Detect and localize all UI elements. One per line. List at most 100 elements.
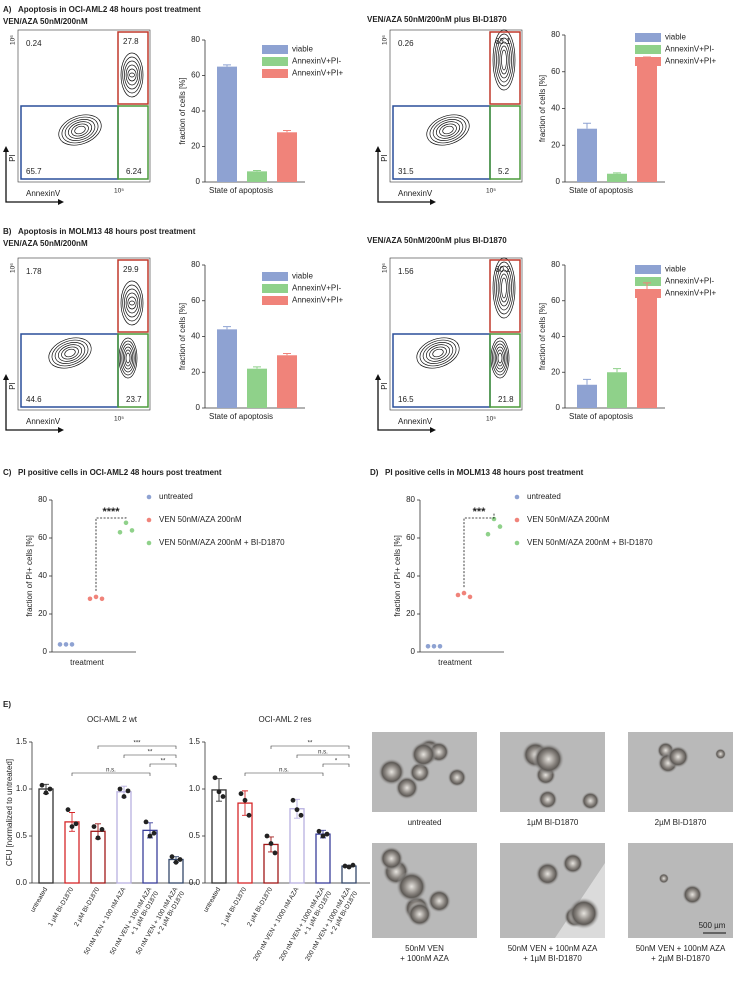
data-point (298, 812, 304, 818)
y-axis-label: fraction of cells [%] (178, 303, 187, 370)
colony (410, 741, 437, 768)
contour (439, 123, 457, 137)
colony (562, 852, 584, 875)
data-point (121, 794, 127, 799)
y-axis-label: fraction of PI+ cells [%] (25, 535, 34, 617)
y-tick-label: 20 (406, 609, 415, 618)
legend-label: viable (292, 272, 313, 281)
bar (577, 384, 597, 408)
y-tick-label: 0.5 (16, 831, 28, 840)
y-tick-label: 80 (191, 35, 200, 44)
significance-label: ** (161, 759, 166, 765)
contour (426, 114, 470, 146)
data-point (425, 644, 431, 649)
bar (289, 808, 305, 884)
y-axis-label-group: fraction of PI+ cells [%] (393, 535, 402, 617)
contour (432, 348, 444, 358)
y-tick-label: 20 (551, 367, 560, 376)
legend-swatch (635, 277, 661, 286)
bar (577, 128, 597, 182)
contour (496, 37, 512, 83)
x-tick-label: 200 nM VEN + 1000 nM AZA (252, 886, 300, 963)
contour (125, 352, 131, 364)
significance-bracket (463, 513, 495, 588)
x-axis-label: State of apoptosis (209, 186, 273, 195)
y-tick-label: 80 (191, 260, 200, 269)
arrow-head (58, 427, 64, 433)
contour (425, 344, 451, 362)
legend-swatch (262, 45, 288, 54)
significance-bracket (322, 763, 350, 767)
y-tick-label: 40 (191, 106, 200, 115)
data-point (57, 642, 63, 647)
y-axis-label-group: fraction of PI+ cells [%] (25, 535, 34, 617)
data-point (294, 807, 300, 813)
error-bar (283, 352, 291, 356)
axis-arrows (377, 376, 434, 431)
y-tick-label: 1.0 (16, 784, 28, 793)
micrograph-caption: + 1µM BI-D1870 (523, 954, 582, 963)
contour (494, 346, 506, 370)
colony (581, 791, 600, 811)
legend-label: VEN 50nM/AZA 200nM (159, 515, 242, 524)
bar (277, 355, 297, 408)
legend-marker (146, 494, 152, 500)
y-tick-label: 0 (43, 647, 48, 656)
legend-label: AnnexinV+PI+ (665, 57, 716, 66)
panel-label: D) (370, 468, 379, 477)
colony (658, 873, 669, 884)
error-bar (613, 368, 621, 373)
legend-swatch (635, 33, 661, 42)
contour (442, 125, 454, 135)
x-axis-label: State of apoptosis (209, 412, 273, 421)
legend-swatch (635, 45, 661, 54)
quadrant-value: 60.2 (495, 265, 511, 274)
colony (666, 745, 690, 768)
data-point (350, 862, 356, 868)
x-tick-label: 10⁵ (486, 188, 496, 195)
legend-label: AnnexinV+PI- (292, 284, 341, 293)
data-point (73, 821, 79, 827)
x-tick-label: 10⁵ (486, 416, 496, 423)
colony (395, 775, 419, 800)
quadrant-value: 23.7 (126, 395, 142, 404)
significance-bracket (71, 772, 151, 776)
y-tick-label: 60 (38, 533, 47, 542)
category-label-group: 200 nM VEN + 1000 nM AZA (252, 886, 300, 963)
colony (447, 767, 467, 787)
contour (501, 277, 507, 299)
bar (637, 62, 657, 182)
bar (211, 789, 227, 884)
contour (494, 33, 514, 87)
legend-marker (146, 517, 152, 523)
x-axis-label: treatment (70, 658, 105, 667)
y-axis-label-group: CFU [normalized to untreated] (5, 759, 14, 866)
legend-label: AnnexinV+PI- (292, 57, 341, 66)
category-label-group: 1 µM BI-D1870 (47, 886, 75, 928)
x-tick-label: 10⁵ (114, 188, 124, 195)
category-label-group: untreated (202, 886, 222, 914)
data-point (455, 592, 461, 598)
category-label-group: 2 µM BI-D1870 (73, 886, 101, 928)
y-tick-label: 40 (551, 332, 560, 341)
y-tick-label: 0 (196, 177, 201, 186)
bar (607, 372, 627, 408)
y-axis-label-group: fraction of cells [%] (538, 303, 547, 370)
scale-bar-label: 500 µm (699, 921, 726, 930)
arrow-head (58, 199, 64, 205)
contour (492, 257, 516, 319)
contour (120, 340, 136, 376)
colony (407, 901, 433, 927)
contour (497, 41, 511, 79)
panel-title: PI positive cells in OCI-AML2 48 hours p… (18, 468, 222, 477)
y-tick-label: 80 (38, 495, 47, 504)
legend-label: VEN 50nM/AZA 200nM + BI-D1870 (159, 538, 285, 547)
data-point (63, 642, 69, 647)
bar (116, 791, 132, 884)
data-point (99, 596, 105, 602)
contour (492, 29, 516, 91)
panel-title: Apoptosis in MOLM13 48 hours post treatm… (18, 227, 196, 236)
data-point (264, 833, 270, 839)
legend-label: AnnexinV+PI+ (665, 289, 716, 298)
contour (57, 344, 83, 362)
